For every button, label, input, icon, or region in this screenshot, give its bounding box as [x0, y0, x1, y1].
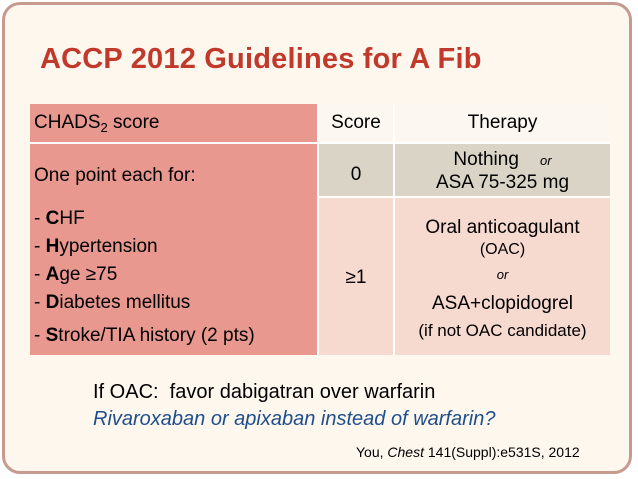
criteria-item-diabetes: - Diabetes mellitus — [34, 292, 191, 313]
footer-alternative-question: Rivaroxaban or apixaban instead of warfa… — [93, 408, 496, 430]
citation: You, Chest 141(Suppl):e531S, 2012 — [356, 444, 580, 460]
score-value: ≥1 — [345, 267, 367, 288]
score-cell-one-plus: ≥1 — [319, 198, 393, 355]
therapy-or: or — [540, 153, 552, 168]
criteria-item-chf: - CHF — [34, 208, 85, 229]
score-cell-zero: 0 — [319, 144, 393, 196]
therapy-nothing: Nothing or — [453, 149, 552, 170]
criteria-item-age: - Age ≥75 — [34, 264, 118, 285]
therapy-or: or — [496, 267, 509, 282]
therapy-not-oac-candidate: (if not OAC candidate) — [418, 321, 587, 340]
therapy-asa-dose: ASA 75-325 mg — [435, 172, 570, 193]
guidelines-table: CHADS2 score Score Therapy One point eac… — [30, 104, 610, 355]
header-therapy-label: Therapy — [467, 112, 538, 133]
header-chads-score: CHADS2 score — [30, 104, 317, 142]
header-chads-subscript: 2 — [100, 120, 108, 135]
footer-oac-recommendation: If OAC: favor dabigatran over warfarin — [93, 381, 436, 403]
criteria-item-hypertension: - Hypertension — [34, 236, 158, 257]
header-therapy: Therapy — [395, 104, 610, 142]
header-score-word: score — [107, 112, 160, 133]
header-score-label: Score — [331, 112, 381, 133]
therapy-oac-abbrev: (OAC) — [479, 241, 526, 258]
therapy-cell-one-plus: Oral anticoagulant (OAC) or ASA+clopidog… — [395, 198, 610, 355]
score-value: 0 — [350, 164, 362, 185]
header-score: Score — [319, 104, 393, 142]
therapy-oral-anticoagulant: Oral anticoagulant — [425, 217, 580, 238]
slide-title: ACCP 2012 Guidelines for A Fib — [40, 43, 482, 75]
therapy-asa-clopidogrel: ASA+clopidogrel — [431, 293, 573, 314]
citation-journal: Chest — [387, 444, 424, 460]
criteria-item-stroke: - Stroke/TIA history (2 pts) — [34, 325, 255, 346]
criteria-cell: One point each for: - CHF - Hypertension… — [30, 144, 317, 355]
header-chads-label: CHADS — [34, 112, 101, 133]
criteria-intro: One point each for: — [34, 165, 196, 186]
therapy-cell-zero: Nothing or ASA 75-325 mg — [395, 144, 610, 196]
